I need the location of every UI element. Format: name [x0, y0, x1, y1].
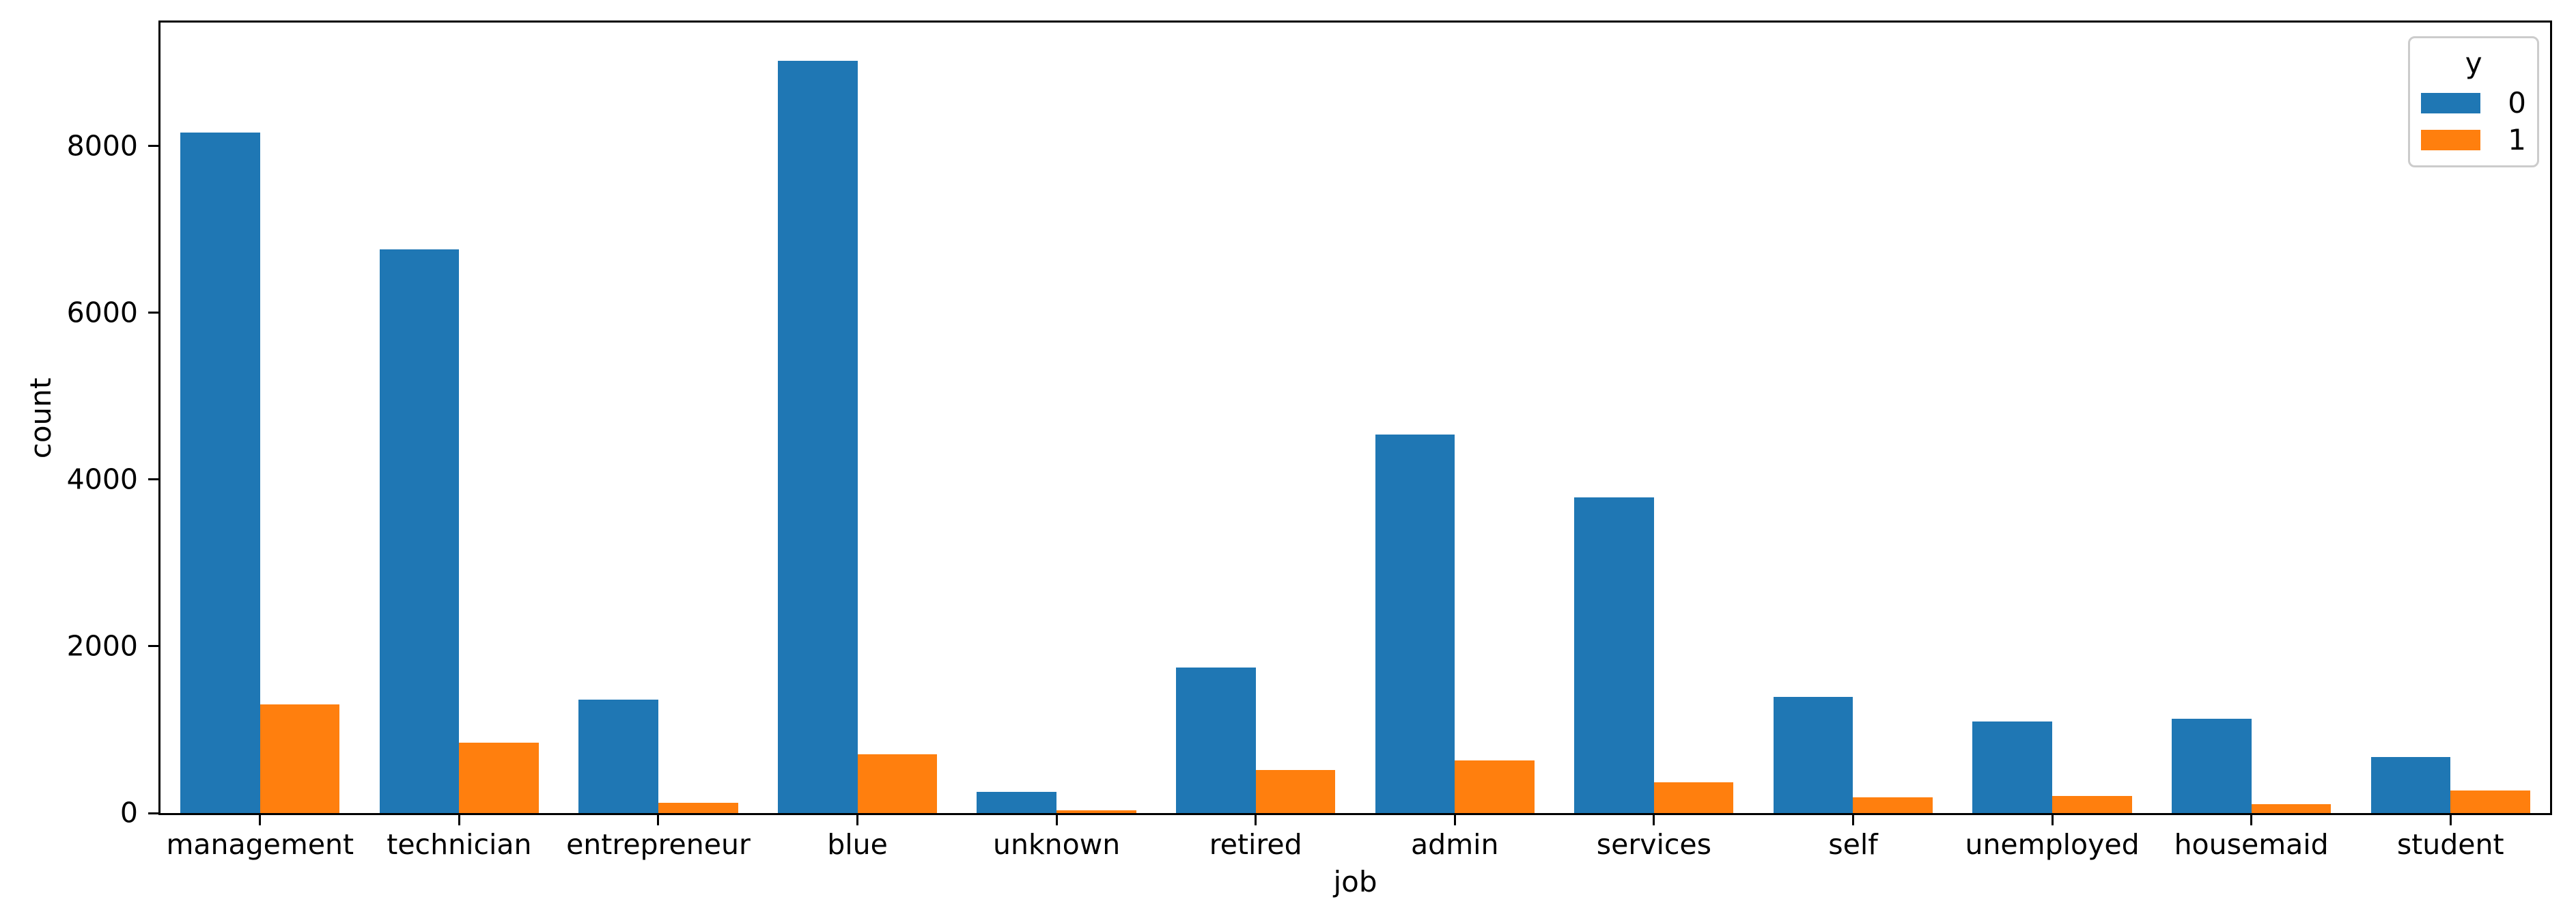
- y-tick-mark: [148, 312, 158, 314]
- bar-technician-y0: [379, 249, 460, 813]
- bar-unknown-y0: [977, 792, 1057, 813]
- legend-title: y: [2465, 46, 2482, 80]
- x-tick-mark: [2250, 815, 2253, 825]
- x-tick-mark: [1653, 815, 1655, 825]
- bar-group-entrepreneur: [559, 23, 758, 813]
- x-tick-mark: [458, 815, 460, 825]
- x-tick-label-services: services: [1596, 828, 1711, 861]
- bars-layer: [160, 23, 2550, 813]
- x-tick-label-unemployed: unemployed: [1965, 828, 2140, 861]
- x-tick-label-entrepreneur: entrepreneur: [566, 828, 751, 861]
- plot-area: count job 0 2000 4000 6000 8000 management te…: [24, 20, 2552, 896]
- bar-self-y1: [1853, 797, 1933, 813]
- bar-services-y1: [1653, 782, 1734, 813]
- y-tick-label: 2000: [66, 629, 138, 663]
- x-tick-mark: [1851, 815, 1854, 825]
- bar-group-student: [2351, 23, 2550, 813]
- legend-row-1: 1: [2421, 126, 2526, 154]
- bar-management-y1: [260, 704, 340, 813]
- y-tick-label: 4000: [66, 463, 138, 496]
- bar-blue-y0: [777, 60, 858, 813]
- x-tick-label-student: student: [2396, 828, 2504, 861]
- bar-unemployed-y0: [1972, 721, 2053, 813]
- x-tick-label-retired: retired: [1209, 828, 1302, 861]
- bar-unknown-y1: [1056, 810, 1136, 813]
- x-tick-mark: [1055, 815, 1058, 825]
- y-tick-label: 6000: [66, 296, 138, 329]
- y-axis-title: count: [24, 377, 57, 458]
- legend-swatch-1: [2421, 130, 2481, 151]
- x-tick-label-unknown: unknown: [992, 828, 1121, 861]
- bar-blue-y1: [857, 754, 938, 813]
- x-tick-label-housemaid: housemaid: [2174, 828, 2329, 861]
- bar-student-y0: [2370, 757, 2451, 813]
- bar-group-unknown: [957, 23, 1156, 813]
- x-tick-mark: [657, 815, 660, 825]
- bar-housemaid-y1: [2251, 803, 2332, 813]
- y-tick-label: 8000: [66, 129, 138, 163]
- y-tick-label: 0: [120, 796, 138, 829]
- legend-entry-label: 1: [2508, 123, 2526, 157]
- legend-row-0: 0: [2421, 89, 2526, 118]
- bar-group-admin: [1356, 23, 1555, 813]
- x-tick-mark: [259, 815, 262, 825]
- x-tick-mark: [2449, 815, 2452, 825]
- bar-self-y0: [1773, 697, 1853, 813]
- x-tick-label-management: management: [166, 828, 354, 861]
- bar-admin-y1: [1455, 760, 1535, 813]
- bar-group-retired: [1156, 23, 1356, 813]
- bar-group-technician: [360, 23, 559, 813]
- bar-housemaid-y0: [2171, 718, 2252, 813]
- bar-unemployed-y1: [2052, 796, 2132, 813]
- bar-entrepreneur-y0: [578, 699, 658, 813]
- bar-retired-y1: [1255, 770, 1336, 813]
- x-tick-label-self: self: [1828, 828, 1878, 861]
- bar-entrepreneur-y1: [658, 803, 738, 813]
- bar-student-y1: [2450, 791, 2530, 813]
- y-tick-mark: [148, 478, 158, 481]
- bar-admin-y0: [1375, 434, 1455, 813]
- y-tick-mark: [148, 812, 158, 814]
- x-tick-label-blue: blue: [827, 828, 888, 861]
- x-tick-mark: [856, 815, 859, 825]
- y-tick-mark: [148, 145, 158, 148]
- x-tick-label-admin: admin: [1411, 828, 1499, 861]
- legend-entry-label: 0: [2508, 86, 2526, 120]
- x-tick-mark: [1453, 815, 1456, 825]
- x-tick-mark: [1255, 815, 1257, 825]
- bar-management-y0: [180, 133, 260, 813]
- bar-group-blue: [758, 23, 957, 813]
- bar-technician-y1: [459, 743, 539, 813]
- bar-group-services: [1554, 23, 1754, 813]
- bar-group-unemployed: [1952, 23, 2152, 813]
- x-tick-mark: [2051, 815, 2054, 825]
- bar-group-housemaid: [2152, 23, 2351, 813]
- bar-retired-y0: [1176, 667, 1256, 813]
- y-tick-mark: [148, 645, 158, 648]
- bar-group-self: [1754, 23, 1953, 813]
- bar-services-y0: [1574, 497, 1654, 813]
- x-axis-title: job: [1333, 865, 1377, 898]
- legend-swatch-0: [2421, 93, 2481, 114]
- x-tick-label-technician: technician: [387, 828, 532, 861]
- bar-group-management: [160, 23, 360, 813]
